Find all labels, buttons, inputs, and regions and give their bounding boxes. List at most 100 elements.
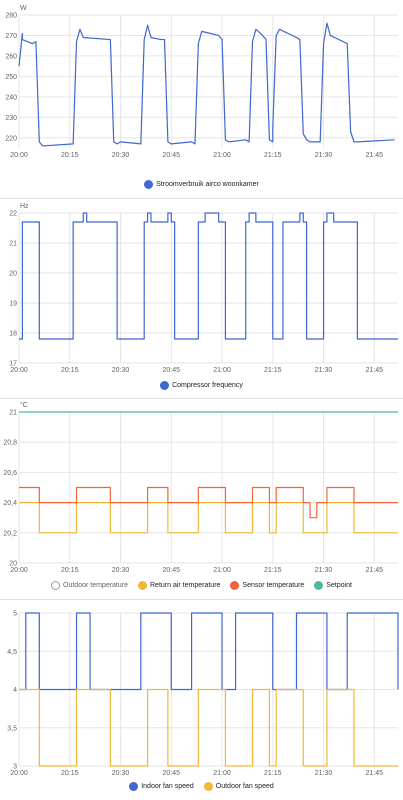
legend-label: Outdoor fan speed xyxy=(215,783,274,790)
legend-label: Indoor fan speed xyxy=(141,783,194,790)
legend-item-sensor[interactable]: Sensor temperature xyxy=(230,581,304,590)
chart-compressor-legend: Compressor frequency xyxy=(0,381,403,390)
x-tick-label: 21:15 xyxy=(264,567,282,574)
x-tick-label: 20:30 xyxy=(112,567,130,574)
x-tick-label: 20:30 xyxy=(112,770,130,777)
x-tick-label: 20:00 xyxy=(10,367,28,374)
x-tick-label: 21:15 xyxy=(264,367,282,374)
series-line-indoor-fan-speed[interactable] xyxy=(19,612,399,691)
series-line-compressor-frequency[interactable] xyxy=(19,212,398,340)
x-tick-label: 21:45 xyxy=(366,152,384,159)
y-tick-label: 4 xyxy=(13,687,17,694)
chart-power: 220 230 240 250 260 270 280 20:00 20:15 20:30 20:4… xyxy=(0,0,403,196)
y-tick-label: 240 xyxy=(5,94,17,101)
x-tick-label: 20:45 xyxy=(163,567,181,574)
chart-compressor: 17 18 19 20 21 22 20:00 20:15 20:30 20:45 21:00 21:… xyxy=(0,200,403,396)
y-tick-label: 19 xyxy=(9,301,17,308)
chart-fan-speed: 3 3,5 4 4,5 5 20:00 20:15 20:30 20:45 21:00 21:15 2… xyxy=(0,601,403,800)
x-tick-label: 20:15 xyxy=(61,567,79,574)
legend-label: Setpoint xyxy=(326,582,352,589)
y-tick-label: 3 xyxy=(13,764,17,771)
legend-label: Return air temperature xyxy=(150,582,221,589)
x-tick-label: 21:30 xyxy=(315,770,333,777)
x-tick-label: 21:00 xyxy=(213,367,231,374)
legend-label: Stroomverbruik airco woonkamer xyxy=(156,181,259,188)
y-tick-label: 20 xyxy=(9,561,17,568)
chart-fan-plot[interactable]: 3 3,5 4 4,5 5 20:00 20:15 20:30 20:45 21:00 21:15 2… xyxy=(0,601,403,777)
legend-swatch xyxy=(144,180,154,189)
y-tick-label: 20,6 xyxy=(3,470,17,477)
x-tick-label: 21:45 xyxy=(366,770,384,777)
x-tick-label: 20:00 xyxy=(10,567,28,574)
legend-swatch xyxy=(203,782,213,791)
x-tick-label: 20:30 xyxy=(112,152,130,159)
legend-item-power[interactable]: Stroomverbruik airco woonkamer xyxy=(144,180,259,189)
x-tick-label: 21:00 xyxy=(213,770,231,777)
x-tick-label: 20:15 xyxy=(61,152,79,159)
chart-temperature: 20 20,2 20,4 20,6 20,8 21 20:00 20:15 20:30 20:45… xyxy=(0,400,403,596)
y-tick-label: 20,8 xyxy=(3,440,17,447)
series-line-stroomverbruik-airco-woonkamer[interactable] xyxy=(18,22,395,147)
legend-swatch xyxy=(160,381,170,390)
x-tick-label: 20:45 xyxy=(163,152,181,159)
legend-label: Sensor temperature xyxy=(242,582,305,589)
divider xyxy=(0,599,403,600)
y-tick-label: 250 xyxy=(5,74,17,81)
chart-temperature-legend: Outdoor temperature Return air temperatu… xyxy=(0,581,403,590)
chart-compressor-plot[interactable]: 17 18 19 20 21 22 20:00 20:15 20:30 20:45 21:00 21:… xyxy=(0,200,403,376)
y-unit-label: °C xyxy=(20,401,28,409)
y-tick-label: 21 xyxy=(9,241,17,248)
y-tick-label: 5 xyxy=(13,611,17,618)
legend-item-outdoor-temp[interactable]: Outdoor temperature xyxy=(51,581,128,590)
y-tick-label: 3,5 xyxy=(7,725,17,732)
legend-item-indoor-fan[interactable]: Indoor fan speed xyxy=(129,782,194,791)
chart-power-legend: Stroomverbruik airco woonkamer xyxy=(0,180,403,189)
x-tick-label: 21:15 xyxy=(264,770,282,777)
series-line-return-air-temperature[interactable] xyxy=(19,502,398,534)
legend-swatch xyxy=(138,581,147,590)
y-tick-label: 17 xyxy=(9,361,17,368)
y-tick-label: 230 xyxy=(5,115,17,122)
series-line-outdoor-fan-speed[interactable] xyxy=(19,688,398,767)
y-tick-label: 18 xyxy=(9,331,17,338)
x-tick-label: 21:00 xyxy=(213,567,231,574)
y-unit-label: Hz xyxy=(20,203,29,210)
chart-fan-legend: Indoor fan speed Outdoor fan speed xyxy=(0,782,403,791)
y-tick-label: 260 xyxy=(5,53,17,60)
y-tick-label: 220 xyxy=(5,135,17,142)
legend-item-setpoint[interactable]: Setpoint xyxy=(314,581,352,590)
y-tick-label: 20,2 xyxy=(3,530,17,537)
series-line-sensor-temperature[interactable] xyxy=(19,486,398,519)
x-tick-label: 20:45 xyxy=(163,770,181,777)
divider xyxy=(0,398,403,399)
legend-swatch xyxy=(230,581,240,590)
x-tick-label: 21:30 xyxy=(315,367,333,374)
x-tick-label: 21:15 xyxy=(264,152,282,159)
legend-item-outdoor-fan[interactable]: Outdoor fan speed xyxy=(203,782,274,791)
divider xyxy=(0,198,403,199)
x-tick-label: 20:45 xyxy=(163,367,181,374)
legend-swatch xyxy=(314,581,324,590)
y-tick-label: 280 xyxy=(5,13,17,20)
chart-power-plot[interactable]: 220 230 240 250 260 270 280 20:00 20:15 20:30 20:4… xyxy=(0,0,403,176)
x-tick-label: 21:45 xyxy=(366,567,384,574)
x-tick-label: 20:00 xyxy=(10,770,28,777)
x-tick-label: 21:00 xyxy=(213,152,231,159)
legend-item-return-air[interactable]: Return air temperature xyxy=(138,581,220,590)
x-tick-label: 21:30 xyxy=(315,152,333,159)
legend-item-compressor[interactable]: Compressor frequency xyxy=(160,381,243,390)
x-tick-label: 20:00 xyxy=(10,152,28,159)
y-tick-label: 22 xyxy=(9,211,17,218)
y-unit-label: W xyxy=(20,5,27,12)
y-tick-label: 20,4 xyxy=(3,500,17,507)
legend-label: Compressor frequency xyxy=(172,382,243,389)
x-tick-label: 20:15 xyxy=(61,367,79,374)
y-tick-label: 20 xyxy=(9,271,17,278)
chart-temperature-plot[interactable]: 20 20,2 20,4 20,6 20,8 21 20:00 20:15 20:30 20:45… xyxy=(0,400,403,576)
x-tick-label: 20:30 xyxy=(112,367,130,374)
x-tick-label: 21:30 xyxy=(315,567,333,574)
x-tick-label: 21:45 xyxy=(366,367,384,374)
y-tick-label: 4,5 xyxy=(7,649,17,656)
y-tick-label: 270 xyxy=(5,33,17,40)
legend-swatch xyxy=(129,782,139,791)
